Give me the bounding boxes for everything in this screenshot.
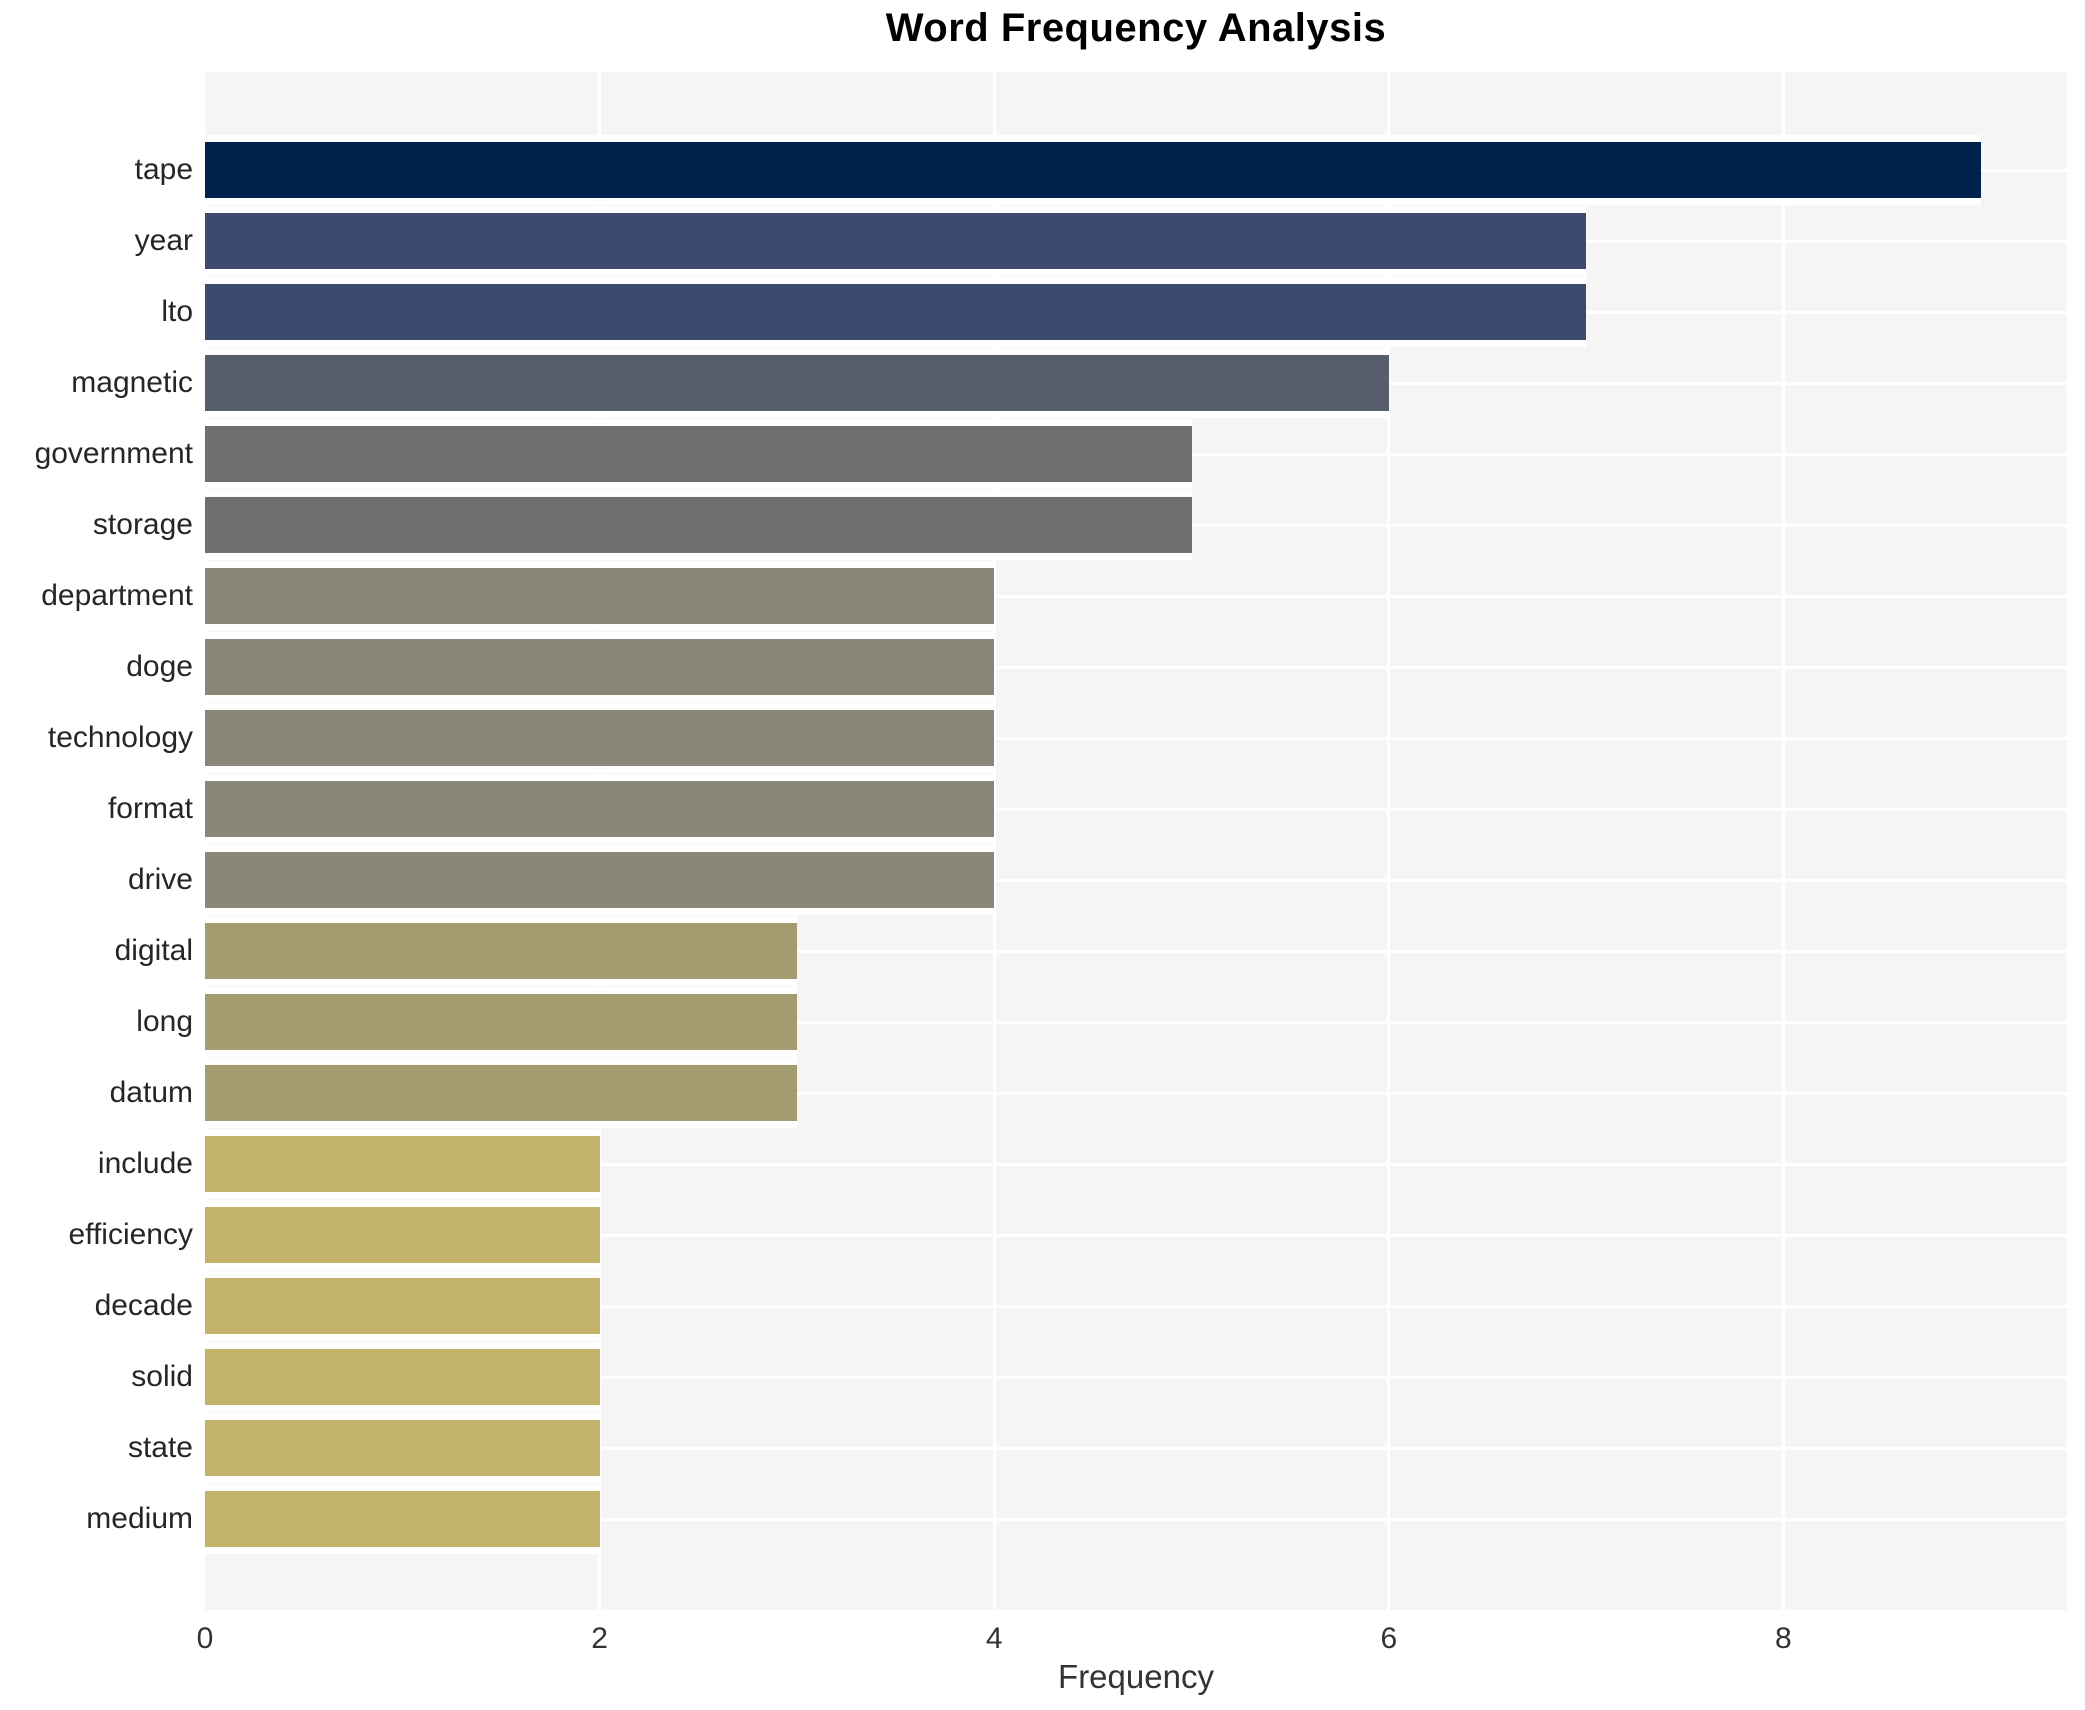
gridline-y-include [205, 1162, 2067, 1166]
y-tick-label-digital: digital [114, 934, 193, 967]
gridline-x-6 [1387, 72, 1391, 1610]
bar-row-drive [205, 845, 995, 915]
bar-row-medium [205, 1484, 600, 1554]
bar-department [205, 568, 995, 624]
bar-row-format [205, 774, 995, 844]
y-tick-label-magnetic: magnetic [71, 366, 193, 399]
bar-row-efficiency [205, 1200, 600, 1270]
x-tick-label-0: 0 [196, 1622, 214, 1655]
x-tick-label-2: 2 [591, 1622, 608, 1655]
bar-row-include [205, 1129, 600, 1199]
bar-lto [205, 284, 1587, 340]
bar-row-long [205, 987, 797, 1057]
bar-include [205, 1136, 600, 1192]
bar-drive [205, 852, 995, 908]
y-tick-label-drive: drive [127, 863, 193, 896]
bar-row-storage [205, 490, 1192, 560]
y-tick-label-efficiency: efficiency [68, 1218, 193, 1251]
bar-government [205, 426, 1192, 482]
gridline-y-digital [205, 949, 2067, 953]
bar-row-solid [205, 1342, 600, 1412]
bar-year [205, 213, 1587, 269]
y-tick-label-state: state [127, 1431, 193, 1464]
bar-row-magnetic [205, 348, 1389, 418]
gridline-y-state [205, 1446, 2067, 1450]
bar-row-tape [205, 135, 1981, 205]
y-tick-label-long: long [136, 1005, 193, 1038]
bar-row-decade [205, 1271, 600, 1341]
x-tick-label-8: 8 [1775, 1622, 1792, 1655]
bar-row-doge [205, 632, 995, 702]
y-tick-label-government: government [34, 437, 193, 470]
x-axis-title: Frequency [1058, 1658, 1214, 1695]
y-tick-label-doge: doge [126, 650, 193, 683]
bar-row-datum [205, 1058, 797, 1128]
bar-format [205, 781, 995, 837]
bar-magnetic [205, 355, 1389, 411]
gridline-y-technology [205, 736, 2067, 740]
bar-state [205, 1420, 600, 1476]
y-tick-label-storage: storage [92, 508, 193, 541]
gridline-y-solid [205, 1375, 2067, 1379]
bar-tape [205, 142, 1981, 198]
gridline-y-decade [205, 1304, 2067, 1308]
bar-row-department [205, 561, 995, 631]
bar-datum [205, 1065, 797, 1121]
bar-technology [205, 710, 995, 766]
y-tick-label-decade: decade [94, 1289, 193, 1322]
gridline-y-department [205, 594, 2067, 598]
y-tick-label-include: include [97, 1147, 193, 1180]
gridline-y-drive [205, 878, 2067, 882]
bar-digital [205, 923, 797, 979]
gridline-y-medium [205, 1517, 2067, 1521]
y-tick-label-department: department [41, 579, 193, 612]
x-tick-label-4: 4 [985, 1622, 1003, 1655]
y-tick-label-medium: medium [86, 1502, 193, 1535]
gridline-y-efficiency [205, 1233, 2067, 1237]
gridline-x-8 [1781, 72, 1785, 1610]
gridline-y-doge [205, 665, 2067, 669]
bar-medium [205, 1491, 600, 1547]
bar-solid [205, 1349, 600, 1405]
bar-efficiency [205, 1207, 600, 1263]
bar-storage [205, 497, 1192, 553]
bar-long [205, 994, 797, 1050]
y-tick-label-year: year [134, 224, 193, 257]
x-tick-label-6: 6 [1380, 1622, 1398, 1655]
bar-row-lto [205, 277, 1587, 347]
y-tick-label-datum: datum [109, 1076, 193, 1109]
y-tick-label-solid: solid [131, 1360, 193, 1393]
bar-row-government [205, 419, 1192, 489]
bar-decade [205, 1278, 600, 1334]
bar-row-year [205, 206, 1587, 276]
y-tick-label-tape: tape [134, 153, 193, 186]
gridline-y-format [205, 807, 2067, 811]
y-tick-label-lto: lto [161, 295, 193, 328]
gridline-y-datum [205, 1091, 2067, 1095]
bar-row-state [205, 1413, 600, 1483]
bar-row-digital [205, 916, 797, 986]
bar-doge [205, 639, 995, 695]
gridline-y-long [205, 1020, 2067, 1024]
chart-title: Word Frequency Analysis [885, 6, 1387, 50]
plot-area [205, 72, 2067, 1610]
gridline-x-4 [992, 72, 996, 1610]
bar-row-technology [205, 703, 995, 773]
y-tick-label-format: format [107, 792, 193, 825]
y-tick-label-technology: technology [47, 721, 193, 754]
